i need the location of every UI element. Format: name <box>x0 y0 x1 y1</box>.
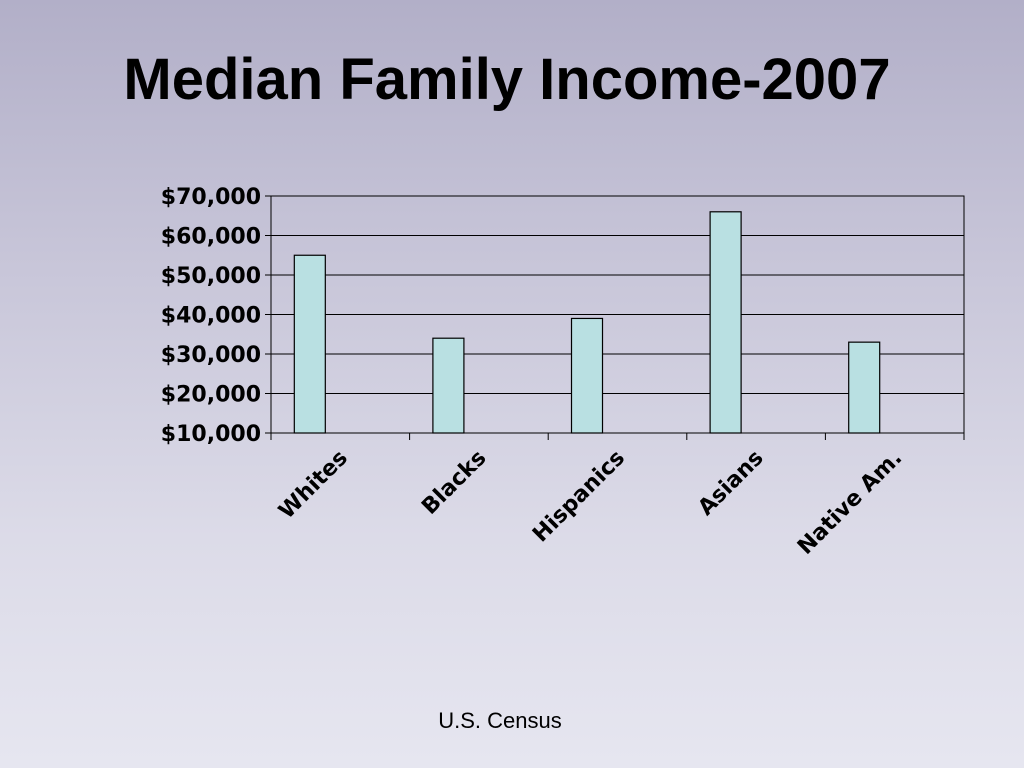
bar-hispanics <box>570 317 604 434</box>
slide-title-text: Median Family Income-2007 <box>123 47 891 112</box>
bars <box>293 211 881 434</box>
y-tick-label: $20,000 <box>161 383 261 408</box>
bar-native-am <box>848 341 881 434</box>
y-tick-label: $40,000 <box>161 304 261 329</box>
x-category-label: Asians <box>694 446 769 521</box>
y-tick-label: $10,000 <box>161 422 261 447</box>
y-axis-ticks: $70,000 $60,000 $50,000 $40,000 $30,000 $20,0… <box>161 185 271 447</box>
bar-asians <box>709 211 742 434</box>
y-tick-label: $70,000 <box>161 185 261 210</box>
x-axis-labels: Whites Blacks Hispanics Asians Native Am. <box>274 446 907 560</box>
bar-blacks <box>432 337 465 434</box>
y-tick-label: $50,000 <box>161 264 261 289</box>
bar-whites <box>293 254 326 434</box>
x-axis-ticks <box>270 433 965 440</box>
x-category-label: Native Am. <box>793 446 907 560</box>
x-category-label: Whites <box>274 446 352 524</box>
slide-title: Median Family Income-2007 <box>0 46 1024 113</box>
x-category-label: Hispanics <box>528 446 630 548</box>
source-note: U.S. Census <box>438 708 562 733</box>
y-tick-label: $30,000 <box>161 343 261 368</box>
bar-chart: $70,000 $60,000 $50,000 $40,000 $30,000 $20,0… <box>161 185 965 560</box>
y-tick-label: $60,000 <box>161 225 261 250</box>
x-category-label: Blacks <box>417 446 491 520</box>
